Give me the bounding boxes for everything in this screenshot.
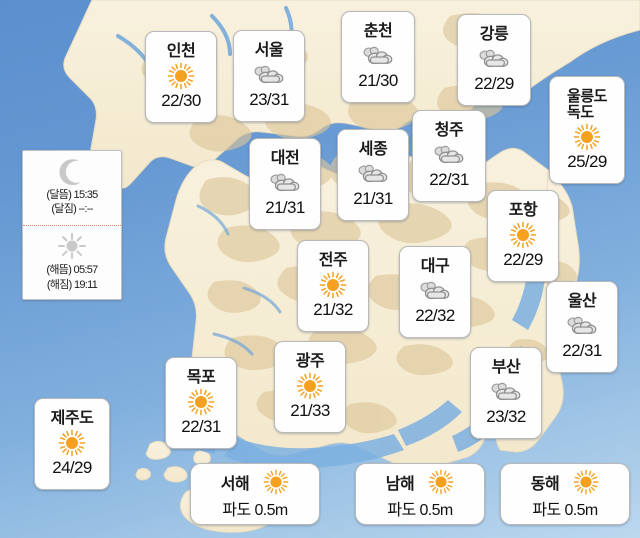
cloud-icon [431, 141, 467, 169]
sun-icon [187, 388, 215, 416]
sea-name: 서해 [220, 476, 250, 493]
sun-icon [509, 221, 537, 249]
sunrise-text: (해뜸) 05:57 [46, 264, 98, 277]
city-weather-box[interactable]: 포항 22/29 [487, 190, 559, 282]
sun-moon-panel: (달뜸) 15:35 (달짐) --:-- [22, 150, 122, 300]
sea-wave-height: 파도 0.5m [387, 502, 453, 519]
city-temperature: 22/29 [503, 250, 543, 270]
city-name: 대구 [420, 257, 450, 275]
city-name: 세종 [358, 140, 388, 158]
city-temperature: 23/31 [249, 90, 289, 110]
moonrise-text: (달뜸) 15:35 [46, 188, 98, 201]
city-weather-box[interactable]: 광주 21/33 [274, 341, 346, 433]
sun-icon [296, 372, 324, 400]
city-weather-box[interactable]: 청주 22/31 [412, 110, 486, 202]
city-weather-box[interactable]: 강릉 22/29 [457, 14, 531, 106]
sun-icon [573, 123, 601, 151]
city-name: 광주 [295, 352, 325, 370]
sun-icon [167, 62, 195, 90]
city-temperature: 22/32 [415, 306, 455, 326]
moon-section: (달뜸) 15:35 (달짐) --:-- [23, 151, 121, 226]
cloud-icon [488, 378, 524, 406]
city-name: 춘천 [363, 22, 393, 40]
city-weather-box[interactable]: 전주 21/32 [297, 240, 369, 332]
sun-icon [428, 469, 454, 495]
sun-icon [57, 232, 87, 260]
rivers-south [196, 204, 282, 356]
cloud-icon [360, 42, 396, 70]
sea-name: 동해 [530, 476, 560, 493]
city-temperature: 21/31 [265, 198, 305, 218]
city-name: 부산 [491, 358, 521, 376]
city-weather-box[interactable]: 춘천 21/30 [341, 11, 415, 103]
city-temperature: 22/30 [161, 91, 201, 111]
sea-header: 남해 [386, 469, 454, 495]
city-weather-box[interactable]: 부산 23/32 [470, 347, 542, 439]
cloud-icon [417, 277, 453, 305]
city-weather-box[interactable]: 대전 21/31 [249, 138, 321, 230]
city-name: 인천 [166, 42, 196, 60]
sun-section: (해뜸) 05:57 (해짐) 19:11 [23, 226, 121, 300]
city-weather-box[interactable]: 인천 22/30 [145, 31, 217, 123]
cloud-icon [251, 61, 287, 89]
city-temperature: 21/31 [353, 189, 393, 209]
city-name: 대전 [270, 149, 300, 167]
sea-header: 동해 [531, 469, 599, 495]
city-temperature: 22/31 [181, 417, 221, 437]
city-temperature: 24/29 [52, 458, 92, 478]
cloud-icon [355, 160, 391, 188]
city-weather-box[interactable]: 울산 22/31 [546, 281, 618, 373]
sea-wave-height: 파도 0.5m [222, 502, 288, 519]
cloud-icon [564, 312, 600, 340]
city-weather-box[interactable]: 제주도 24/29 [34, 398, 110, 490]
cloud-icon [476, 45, 512, 73]
city-name: 포항 [508, 201, 538, 219]
city-name: 전주 [318, 251, 348, 269]
city-weather-box[interactable]: 대구 22/32 [399, 246, 471, 338]
city-temperature: 22/29 [474, 74, 514, 94]
city-temperature: 25/29 [567, 151, 607, 171]
city-temperature: 21/33 [290, 401, 330, 421]
sun-icon [319, 271, 347, 299]
city-temperature: 21/30 [358, 71, 398, 91]
city-name: 서울 [254, 41, 284, 59]
city-temperature: 22/31 [562, 341, 602, 361]
sunset-text: (해짐) 19:11 [46, 278, 98, 291]
city-weather-box[interactable]: 울릉도 독도 25/29 [549, 76, 625, 184]
city-temperature: 23/32 [486, 407, 526, 427]
sea-header: 서해 [221, 469, 289, 495]
city-name: 울산 [567, 292, 597, 310]
city-weather-box[interactable]: 목포 22/31 [165, 357, 237, 449]
city-name: 목포 [186, 368, 216, 386]
city-temperature: 21/32 [313, 300, 353, 320]
city-name: 강릉 [479, 25, 509, 43]
cloud-icon [267, 169, 303, 197]
city-name: 제주도 [50, 409, 94, 427]
sun-icon [263, 469, 289, 495]
sea-wave-height: 파도 0.5m [532, 502, 598, 519]
city-temperature: 22/31 [429, 170, 469, 190]
city-weather-box[interactable]: 서울 23/31 [233, 30, 305, 122]
moonset-text: (달짐) --:-- [51, 203, 93, 216]
city-weather-box[interactable]: 세종 21/31 [337, 129, 409, 221]
moon-icon [56, 158, 88, 185]
city-name: 울릉도 독도 [567, 88, 607, 121]
sea-name: 남해 [385, 476, 415, 493]
islands-southwest [135, 440, 211, 483]
sun-icon [573, 469, 599, 495]
sun-icon [58, 429, 86, 457]
city-name: 청주 [434, 121, 464, 139]
